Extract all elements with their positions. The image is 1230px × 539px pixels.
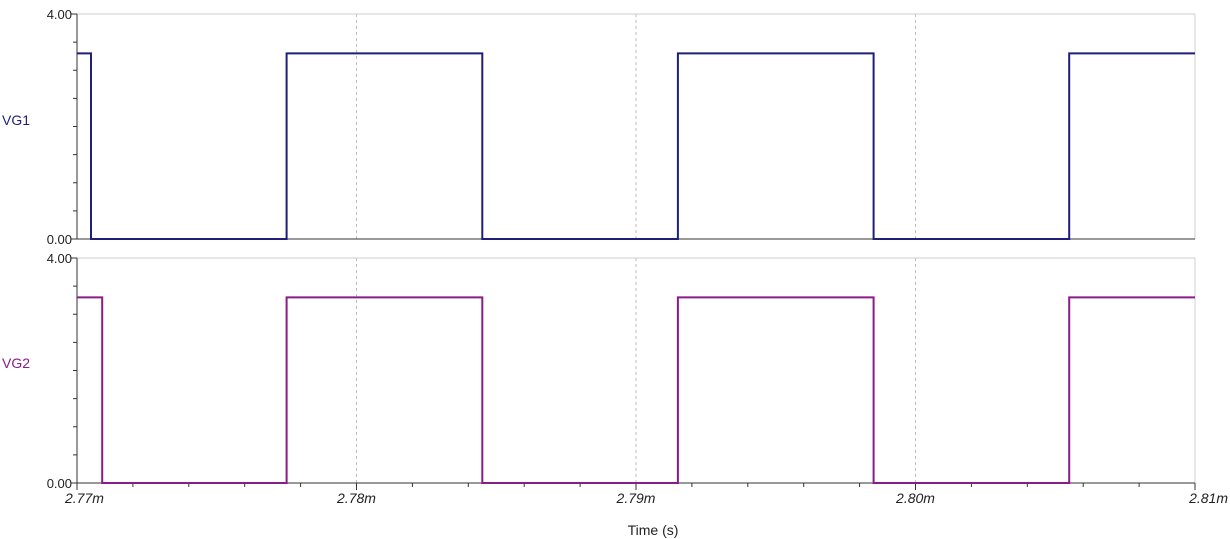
x-tick-label-4: 2.81m [1188, 490, 1228, 506]
x-tick-label-3: 2.80m [895, 490, 935, 506]
y-tick-label-min-vg1: 0.00 [47, 232, 72, 247]
y-tick-label-max-vg1: 4.00 [47, 7, 72, 22]
x-axis-title: Time (s) [628, 522, 679, 538]
grid-layer [356, 14, 916, 483]
y-tick-label-max-vg2: 4.00 [47, 251, 72, 266]
series-line-vg1 [77, 52, 1195, 240]
label-layer: 4.00 0.00 VG1 4.00 0.00 VG2 2.77m 2.78m 2.79m 2.8… [2, 7, 1228, 506]
frame-layer [71, 13, 1196, 490]
series-layer [77, 52, 1195, 484]
x-tick-label-0: 2.77m [64, 490, 104, 506]
series-label-vg2: VG2 [2, 355, 30, 371]
series-line-vg2 [77, 296, 1195, 484]
y-tick-label-min-vg2: 0.00 [47, 476, 72, 491]
x-tick-label-2: 2.79m [616, 490, 656, 506]
x-tick-label-1: 2.78m [336, 490, 376, 506]
series-label-vg1: VG1 [2, 112, 30, 128]
